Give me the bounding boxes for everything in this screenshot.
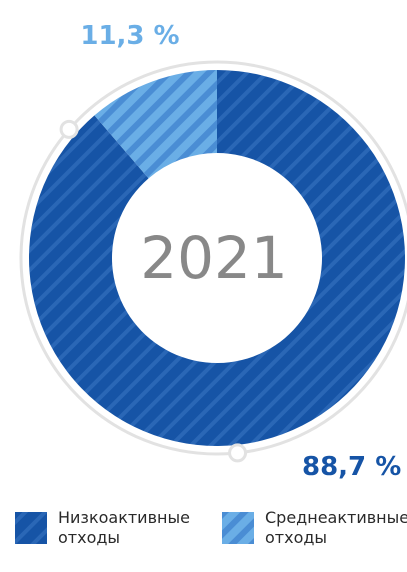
legend-label-medium-line2: отходы [265, 528, 327, 547]
legend-swatch-low [15, 512, 47, 544]
value-label-low: 88,7 % [302, 452, 401, 482]
legend: Низкоактивные отходы Среднеактивные отхо… [15, 508, 407, 547]
ring-marker-medium [59, 119, 79, 139]
legend-label-medium: Среднеактивные [265, 508, 407, 527]
outer-ring [19, 60, 407, 456]
legend-item-low: Низкоактивные отходы [15, 508, 190, 547]
legend-swatch-medium [222, 512, 254, 544]
slice-medium-active [94, 70, 217, 179]
legend-label-low-line2: отходы [58, 528, 120, 547]
legend-label-low: Низкоактивные [58, 508, 190, 527]
legend-item-medium: Среднеактивные отходы [222, 508, 407, 547]
slice-low-active [28, 70, 405, 446]
value-label-medium: 11,3 % [80, 21, 179, 51]
center-year-label: 2021 [140, 224, 288, 292]
ring-marker-low [228, 443, 248, 463]
